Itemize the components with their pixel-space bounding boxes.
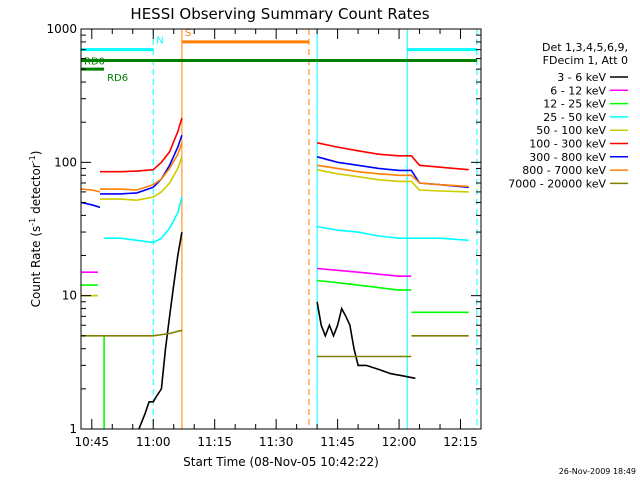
- series-line: [100, 156, 183, 202]
- legend-entry-label: 50 - 100 keV: [536, 124, 606, 137]
- x-axis-label: Start Time (08-Nov-05 10:42:22): [183, 455, 379, 469]
- legend-entry-label: 100 - 300 keV: [529, 138, 606, 151]
- x-tick-label: 11:00: [136, 435, 171, 449]
- x-tick-label: 11:30: [259, 435, 294, 449]
- status-bar-label: S: [185, 28, 191, 39]
- y-tick-label: 100: [54, 155, 77, 169]
- legend-entry-label: 7000 - 20000 keV: [508, 177, 606, 190]
- legend-entry-label: 3 - 6 keV: [557, 71, 606, 84]
- series-line: [138, 231, 183, 430]
- legend-entry-label: 6 - 12 keV: [550, 84, 606, 97]
- legend-entry-label: 12 - 25 keV: [543, 98, 606, 111]
- x-tick-label: 10:45: [74, 435, 109, 449]
- y-tick-label: 1000: [46, 22, 77, 36]
- series-line: [316, 142, 469, 171]
- series-line: [100, 134, 183, 195]
- y-tick-label: 1: [69, 422, 77, 436]
- series-line: [81, 329, 183, 337]
- legend-entry-label: 800 - 7000 keV: [522, 164, 606, 177]
- series-line: [100, 142, 183, 191]
- plot-frame: [80, 28, 482, 430]
- series-line: [104, 196, 183, 244]
- series-line: [317, 279, 412, 291]
- status-bar-label: RD6: [107, 73, 128, 84]
- legend-entry-label: 300 - 800 keV: [529, 151, 606, 164]
- series-line: [80, 201, 101, 209]
- x-tick-label: 11:15: [197, 435, 232, 449]
- series-line: [316, 168, 469, 193]
- series-line: [100, 117, 183, 173]
- legend-entry-label: 25 - 50 keV: [543, 111, 606, 124]
- series-line: [316, 225, 469, 242]
- status-bar-label: RD0: [84, 57, 105, 68]
- status-bar-label: N: [156, 36, 163, 47]
- legend: Det 1,3,4,5,6,9, FDecim 1, Att 0 3 - 6 k…: [508, 41, 628, 190]
- series-line: [316, 156, 469, 189]
- x-tick-label: 12:15: [443, 435, 478, 449]
- series-line: [316, 164, 469, 188]
- legend-header-line-2: FDecim 1, Att 0: [543, 54, 628, 67]
- y-axis: 1 10 100 1000: [46, 22, 481, 436]
- x-axis: 10:45 11:00 11:15 11:30 11:45 12:00 12:15: [74, 29, 482, 449]
- footer-timestamp: 26-Nov-2009 18:49: [559, 467, 636, 476]
- series-line: [317, 267, 412, 278]
- x-tick-label: 12:00: [382, 435, 417, 449]
- series-line: [80, 188, 101, 193]
- legend-header-line-1: Det 1,3,4,5,6,9,: [542, 41, 628, 54]
- y-tick-label: 10: [62, 289, 77, 303]
- y-axis-label: Count Rate (s-1 detector-1): [28, 151, 43, 308]
- chart-title: HESSI Observing Summary Count Rates: [130, 5, 429, 23]
- x-tick-label: 11:45: [320, 435, 355, 449]
- series-line: [316, 301, 416, 380]
